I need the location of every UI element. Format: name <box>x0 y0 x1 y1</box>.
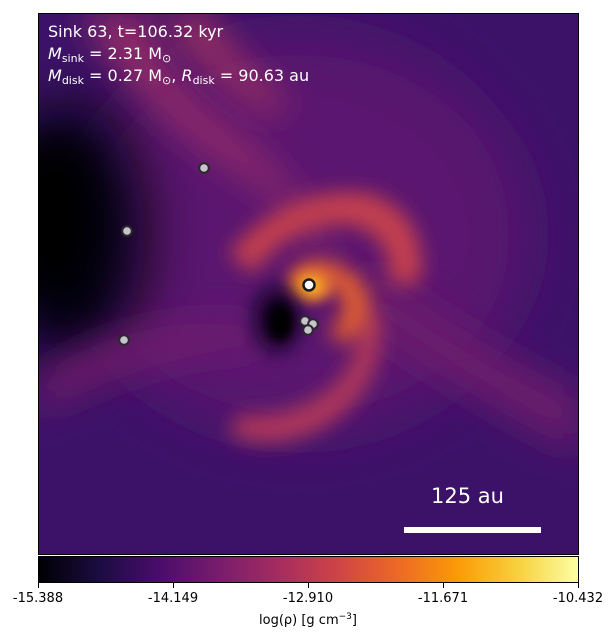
disk-radius-value: = 90.63 au <box>214 66 310 85</box>
sink-marker <box>118 334 130 346</box>
density-map <box>39 14 578 554</box>
sink-marker <box>121 225 133 237</box>
colorbar-label-exponent: −3 <box>338 612 352 622</box>
colorbar-tick-label: -14.149 <box>147 591 199 606</box>
colorbar-label-end: ] <box>351 613 357 628</box>
colorbar-tick-mark <box>308 583 309 588</box>
disk-mass-subscript: disk <box>61 74 84 87</box>
colorbar-tick-label: -10.432 <box>552 591 604 606</box>
sink-marker <box>302 324 314 336</box>
annotation-separator: , <box>171 66 182 85</box>
annotation-title: Sink 63, t=106.32 kyr <box>48 22 224 41</box>
solar-symbol-disk: ⊙ <box>162 74 172 87</box>
annotation-disk: Mdisk = 0.27 M⊙, Rdisk = 90.63 au <box>48 66 309 86</box>
colorbar <box>38 556 579 583</box>
colorbar-label-main: log(ρ) [g cm <box>259 613 339 628</box>
disk-radius-symbol: R <box>181 66 193 85</box>
central-sink-marker <box>302 278 316 292</box>
disk-radius-subscript: disk <box>192 74 215 87</box>
colorbar-tick-label: -15.388 <box>12 591 64 606</box>
disk-mass-value: = 0.27 M <box>83 66 163 85</box>
scale-bar <box>404 527 541 533</box>
mass-symbol: M <box>48 44 62 63</box>
mass-subscript: sink <box>61 52 84 65</box>
colorbar-label: log(ρ) [g cm−3] <box>259 612 357 629</box>
colorbar-tick-mark <box>173 583 174 588</box>
annotation-sink-mass: Msink = 2.31 M⊙ <box>48 44 171 64</box>
sink-marker <box>198 162 210 174</box>
scale-bar-label: 125 au <box>431 484 504 508</box>
colorbar-tick-mark <box>38 583 39 588</box>
solar-symbol: ⊙ <box>162 52 172 65</box>
colorbar-tick-label: -12.910 <box>282 591 334 606</box>
density-map-panel: Sink 63, t=106.32 kyr Msink = 2.31 M⊙ Md… <box>38 13 579 555</box>
disk-mass-symbol: M <box>48 66 62 85</box>
colorbar-tick-mark <box>578 583 579 588</box>
colorbar-tick-mark <box>443 583 444 588</box>
mass-value: = 2.31 M <box>83 44 163 63</box>
colorbar-tick-label: -11.671 <box>417 591 469 606</box>
